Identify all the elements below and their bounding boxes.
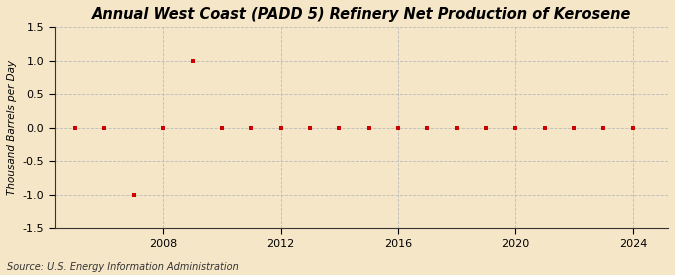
- Text: Source: U.S. Energy Information Administration: Source: U.S. Energy Information Administ…: [7, 262, 238, 272]
- Y-axis label: Thousand Barrels per Day: Thousand Barrels per Day: [7, 60, 17, 196]
- Title: Annual West Coast (PADD 5) Refinery Net Production of Kerosene: Annual West Coast (PADD 5) Refinery Net …: [92, 7, 631, 22]
